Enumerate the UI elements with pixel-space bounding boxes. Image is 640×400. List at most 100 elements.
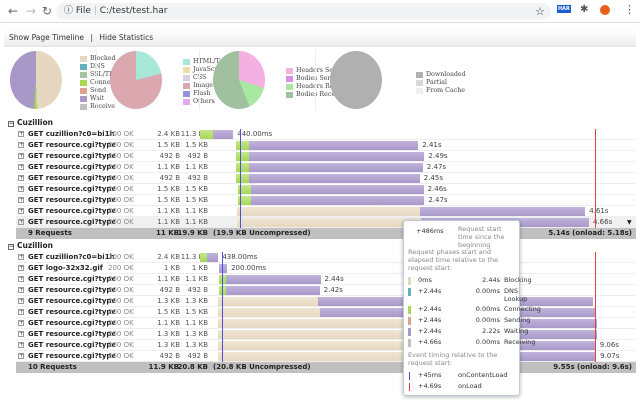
response-size: 1.3 KB <box>157 330 180 338</box>
expand-icon[interactable]: + <box>18 197 24 203</box>
uncompressed-size: 1.3 KB <box>185 297 208 305</box>
wait-bar <box>212 130 234 139</box>
expand-icon[interactable]: + <box>18 153 24 159</box>
oncontentload-line <box>222 252 224 362</box>
show-page-timeline-link[interactable]: Show Page Timeline <box>9 33 85 42</box>
expand-icon[interactable]: + <box>18 175 24 181</box>
expand-icon[interactable]: + <box>18 298 24 304</box>
address-bar[interactable]: ⓘ File | C:/test/test.har ☆ <box>56 3 551 20</box>
expand-icon[interactable]: + <box>18 309 24 315</box>
expand-icon[interactable]: + <box>18 208 24 214</box>
phase-start: +2.44s <box>418 327 442 335</box>
legend-item: HTML/Text <box>183 58 229 66</box>
dropdown-arrow-icon[interactable]: ▼ <box>627 219 632 226</box>
request-duration: 2.49s <box>428 152 448 160</box>
request-duration: 9.06s <box>599 341 619 349</box>
reload-icon[interactable]: ↻ <box>42 4 53 18</box>
info-icon[interactable]: ⓘ <box>64 6 74 16</box>
request-row[interactable]: + GET cuzillion?c0=bi1hfff2_0_f&c1=bi1hff… <box>16 129 636 140</box>
request-url: GET resource.cgi?type=gif <box>28 352 115 360</box>
wait-bar <box>225 286 320 295</box>
uncompressed-size: 1.5 KB <box>185 141 208 149</box>
group-header[interactable]: − Cuzillion <box>8 241 53 250</box>
group-title: Cuzillion <box>17 118 53 127</box>
connect-bar <box>236 174 250 183</box>
expand-icon[interactable]: + <box>18 186 24 192</box>
expand-icon[interactable]: + <box>18 342 24 348</box>
request-row[interactable]: + GET logo-32x32.gif 200 OK 1 KB 1 KB 200.00m… <box>16 263 636 274</box>
expand-icon[interactable]: + <box>18 265 24 271</box>
request-row[interactable]: + GET cuzillion?c0=bi1hfff2_0_f&c1=bi1hff… <box>16 252 636 263</box>
collapse-icon[interactable]: − <box>8 120 15 127</box>
legend-swatch <box>286 76 293 82</box>
status-text: 200 OK <box>108 141 134 149</box>
event-name: onLoad <box>458 382 482 390</box>
summary-row: 9 Requests 11 KB 19.9 KB (19.9 KB Uncompres… <box>16 228 636 239</box>
collapse-icon[interactable]: − <box>8 243 15 250</box>
blocked-bar <box>217 330 406 339</box>
uncompressed-size: 1 KB <box>191 264 208 272</box>
legend-label: Flash <box>193 90 211 97</box>
status-text: 200 OK <box>108 207 134 215</box>
legend-label: Others <box>193 98 215 105</box>
uncompressed-size: 492 B <box>187 152 208 160</box>
expand-icon[interactable]: + <box>18 131 24 137</box>
profile-avatar[interactable] <box>600 5 610 15</box>
request-url: GET cuzillion?c0=bi1hfff2_0_f&c1=bi1hfff… <box>28 253 115 261</box>
legend-label: Downloaded <box>426 71 466 78</box>
blocked-bar <box>237 218 422 227</box>
expand-icon[interactable]: + <box>18 142 24 148</box>
expand-icon[interactable]: + <box>18 276 24 282</box>
expand-icon[interactable]: + <box>18 331 24 337</box>
request-duration: 440.00ms <box>237 130 273 138</box>
expand-icon[interactable]: + <box>18 287 24 293</box>
uncompressed-size: 492 B <box>187 352 208 360</box>
wait-bar <box>250 196 425 205</box>
status-text: 200 OK <box>108 196 134 204</box>
group-header[interactable]: − Cuzillion <box>8 118 53 127</box>
status-text: 200 OK <box>108 319 134 327</box>
status-text: 200 OK <box>108 185 134 193</box>
response-size: 1.1 KB <box>157 207 180 215</box>
request-duration: 2.42s <box>323 286 343 294</box>
back-icon[interactable]: ← <box>8 4 19 18</box>
har-extension-icon[interactable]: HAR <box>557 5 571 13</box>
forward-icon[interactable]: → <box>26 4 37 18</box>
status-text: 200 OK <box>108 163 134 171</box>
extensions-puzzle-icon[interactable]: ✱ <box>580 4 589 15</box>
wait-bar <box>249 141 419 150</box>
response-size: 1.5 KB <box>157 308 180 316</box>
total-uncompressed: 19.9 KB <box>177 229 208 237</box>
connect-bar <box>237 196 251 205</box>
hide-statistics-link[interactable]: Hide Statistics <box>99 33 154 42</box>
expand-icon[interactable]: + <box>18 219 24 225</box>
expand-icon[interactable]: + <box>18 164 24 170</box>
expand-icon[interactable]: + <box>18 320 24 326</box>
status-text: 200 OK <box>108 275 134 283</box>
response-size: 1.3 KB <box>157 297 180 305</box>
legend-item: From Cache <box>416 87 466 95</box>
expand-icon[interactable]: + <box>18 353 24 359</box>
legend-swatch <box>183 75 190 81</box>
menu-icon[interactable]: ⋮ <box>624 3 635 16</box>
expand-icon[interactable]: + <box>18 254 24 260</box>
star-icon[interactable]: ☆ <box>535 5 545 18</box>
wait-bar <box>249 163 423 172</box>
legend-label: Wait <box>90 95 105 102</box>
